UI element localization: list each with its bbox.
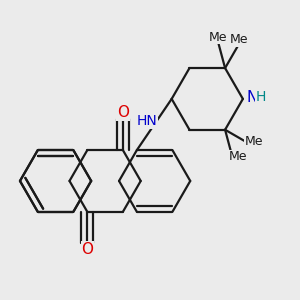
Text: N: N (247, 90, 258, 105)
Text: O: O (81, 242, 93, 257)
Text: HN: HN (136, 114, 157, 128)
Text: O: O (117, 105, 129, 120)
Text: Me: Me (245, 135, 263, 148)
Text: Me: Me (208, 31, 227, 44)
Text: Me: Me (229, 150, 247, 163)
Text: H: H (255, 90, 266, 104)
Text: Me: Me (230, 33, 248, 46)
